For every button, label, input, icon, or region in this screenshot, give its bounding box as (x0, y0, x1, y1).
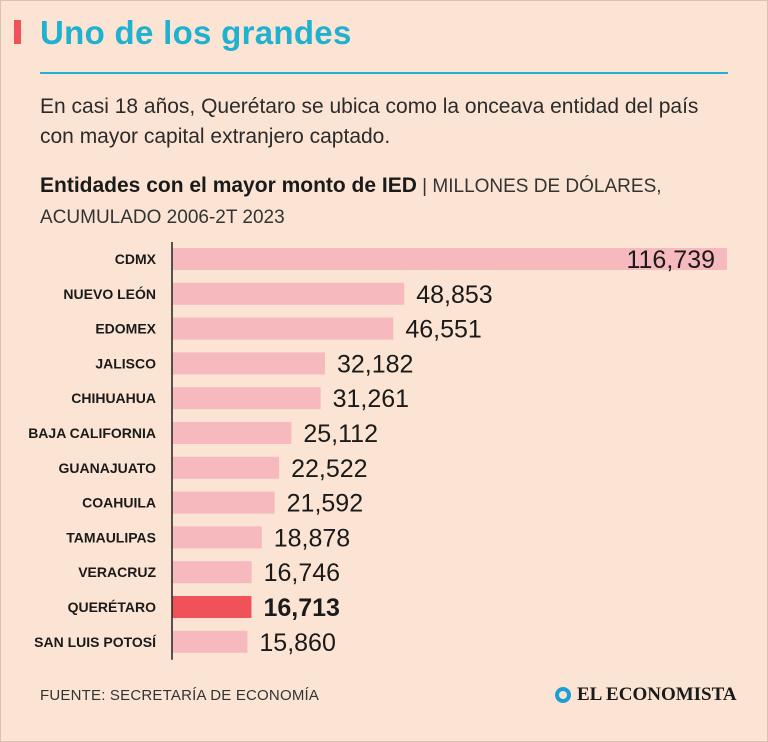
brand-logo-icon (555, 687, 571, 703)
bar-chart: CDMX 116,739 NUEVO LEÓN 48,853 EDOMEX 46,551 J… (28, 242, 727, 660)
value-label: 116,739 (626, 246, 715, 274)
bar (172, 526, 262, 549)
value-label: 46,551 (405, 316, 481, 344)
category-label: CHIHUAHUA (71, 390, 156, 406)
value-label: 16,746 (264, 559, 340, 587)
value-label: 22,522 (291, 455, 367, 483)
category-label: VERACRUZ (78, 564, 156, 580)
category-label: CDMX (115, 251, 157, 267)
category-label: TAMAULIPAS (66, 529, 156, 545)
value-label: 15,860 (259, 629, 335, 657)
bar (172, 456, 280, 479)
bar (172, 317, 394, 340)
page-title: Uno de los grandes (40, 14, 352, 51)
category-label: GUANAJUATO (59, 460, 157, 476)
title-rule (40, 72, 728, 74)
value-label: 48,853 (416, 281, 492, 309)
category-label: QUERÉTARO (68, 599, 157, 615)
value-label: 32,182 (337, 350, 413, 378)
title-accent-bar (14, 20, 21, 44)
chart-title: Entidades con el mayor monto de IED | MI… (40, 170, 730, 233)
chart-title-units: | MILLONES DE DÓLARES, ACUMULADO 2006-2T… (40, 176, 662, 228)
bar (172, 561, 252, 584)
category-label: BAJA CALIFORNIA (28, 425, 156, 441)
bar (172, 282, 405, 305)
value-label: 25,112 (303, 420, 378, 448)
value-label: 31,261 (333, 385, 409, 413)
source-note: FUENTE: SECRETARÍA DE ECONOMÍA (40, 687, 320, 704)
category-label: COAHUILA (82, 495, 156, 511)
bar (172, 248, 727, 270)
bar (172, 387, 321, 410)
brand-name: EL ECONOMISTA (577, 684, 737, 705)
category-label: SAN LUIS POTOSÍ (34, 634, 157, 650)
bar (172, 596, 252, 618)
category-label: NUEVO LEÓN (63, 285, 156, 302)
bar (172, 491, 275, 514)
chart-title-bold: Entidades con el mayor monto de IED (40, 174, 417, 197)
category-label: JALISCO (95, 355, 156, 371)
brand-logo: EL ECONOMISTA (555, 684, 737, 706)
bar (172, 422, 292, 444)
bar (172, 630, 248, 653)
value-label: 16,713 (263, 594, 339, 622)
category-label: EDOMEX (95, 321, 156, 337)
intro-text: En casi 18 años, Querétaro se ubica como… (40, 95, 699, 148)
value-label: 21,592 (287, 490, 363, 518)
bar (172, 352, 325, 375)
value-label: 18,878 (274, 524, 350, 552)
